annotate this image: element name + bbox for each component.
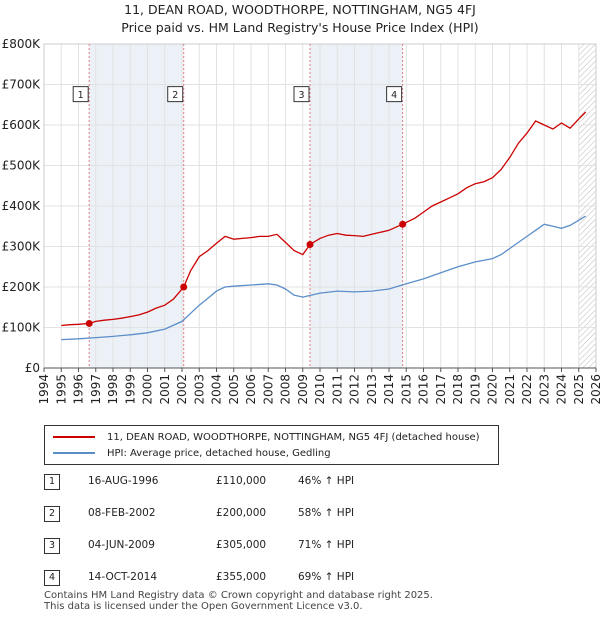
legend-swatch-hpi (53, 452, 95, 454)
row-number-badge: 1 (44, 474, 60, 490)
x-tick-label: 1999 (123, 374, 137, 405)
row-price: £110,000 (216, 475, 267, 487)
table-row: 3 04-JUN-2009 £305,000 71% ↑ HPI (44, 538, 564, 554)
sale-number-label: 1 (78, 90, 84, 101)
x-tick-label: 2014 (382, 374, 396, 405)
row-date: 16-AUG-1996 (88, 475, 159, 487)
sale-number-label: 4 (391, 90, 397, 101)
y-tick-label: £800K (2, 37, 42, 51)
row-number-badge: 2 (44, 506, 60, 522)
row-hpi-change: 46% ↑ HPI (298, 475, 355, 487)
x-tick-label: 2006 (244, 374, 258, 405)
sale-number-badge (386, 86, 403, 103)
table-row: 2 08-FEB-2002 £200,000 58% ↑ HPI (44, 506, 564, 522)
price-chart: £0 £100K £200K £300K £400K £500K £600K £700K £80… (2, 37, 600, 405)
x-tick-label: 2019 (468, 374, 482, 405)
x-tick-label: 1996 (72, 374, 86, 405)
sale-number-label: 3 (298, 90, 304, 101)
x-tick-label: 2008 (279, 374, 293, 405)
chart-title: 11, DEAN ROAD, WOODTHORPE, NOTTINGHAM, N… (124, 2, 476, 17)
x-tick-label: 2023 (537, 374, 551, 405)
y-tick-label: £500K (2, 159, 42, 173)
row-hpi-change: 58% ↑ HPI (298, 507, 355, 519)
row-date: 14-OCT-2014 (88, 571, 157, 583)
chart-subtitle: Price paid vs. HM Land Registry's House … (121, 20, 479, 35)
x-tick-label: 2000 (141, 374, 155, 405)
sale-point (85, 319, 93, 327)
y-tick-label: £0 (25, 361, 40, 375)
hpi-line (61, 215, 587, 341)
x-tick-label: 2017 (434, 374, 448, 405)
x-tick-label: 2007 (261, 374, 275, 405)
row-number-badge: 3 (44, 538, 60, 554)
x-tick-label: 2001 (158, 374, 172, 405)
y-tick-label: £200K (2, 280, 42, 294)
x-tick-label: 2010 (313, 374, 327, 405)
y-tick-label: £700K (2, 78, 42, 92)
sale-point (180, 283, 188, 291)
x-tick-label: 1997 (89, 374, 103, 405)
row-price: £200,000 (216, 507, 267, 519)
x-tick-label: 1995 (54, 374, 68, 405)
row-price: £305,000 (216, 539, 267, 551)
x-tick-label: 2025 (572, 374, 586, 405)
row-hpi-change: 71% ↑ HPI (298, 539, 355, 551)
legend-item-property: 11, DEAN ROAD, WOODTHORPE, NOTTINGHAM, N… (53, 429, 480, 445)
x-tick-label: 2020 (486, 374, 500, 405)
x-tick-label: 2002 (175, 374, 189, 405)
row-hpi-change: 69% ↑ HPI (298, 571, 355, 583)
legend: 11, DEAN ROAD, WOODTHORPE, NOTTINGHAM, N… (44, 425, 499, 465)
sale-number-badge (72, 86, 89, 103)
sale-point (306, 240, 314, 248)
row-date: 08-FEB-2002 (88, 507, 156, 519)
legend-item-hpi: HPI: Average price, detached house, Gedl… (53, 445, 331, 461)
sale-point (399, 220, 407, 228)
y-tick-label: £300K (2, 240, 42, 254)
sale-number-badge (167, 86, 184, 103)
x-tick-label: 2022 (520, 374, 534, 405)
table-row: 1 16-AUG-1996 £110,000 46% ↑ HPI (44, 474, 564, 490)
legend-swatch-property (53, 436, 95, 438)
footer: Contains HM Land Registry data © Crown c… (44, 590, 433, 612)
y-tick-label: £100K (2, 321, 42, 335)
footer-copyright: Contains HM Land Registry data © Crown c… (44, 590, 433, 601)
row-price: £355,000 (216, 571, 267, 583)
legend-label-property: 11, DEAN ROAD, WOODTHORPE, NOTTINGHAM, N… (107, 431, 480, 443)
x-tick-label: 2011 (330, 374, 344, 405)
x-tick-label: 1998 (106, 374, 120, 405)
x-tick-label: 2003 (192, 374, 206, 405)
x-tick-label: 2004 (210, 374, 224, 405)
property-price-line (61, 111, 587, 327)
y-tick-label: £600K (2, 118, 42, 132)
x-tick-label: 2015 (399, 374, 413, 405)
x-tick-label: 2013 (365, 374, 379, 405)
x-tick-label: 2026 (589, 374, 600, 405)
x-tick-label: 2009 (296, 374, 310, 405)
footer-licence: This data is licensed under the Open Gov… (44, 601, 363, 612)
x-tick-label: 2021 (503, 374, 517, 405)
x-tick-label: 2024 (555, 374, 569, 405)
table-row: 4 14-OCT-2014 £355,000 69% ↑ HPI (44, 570, 564, 586)
legend-label-hpi: HPI: Average price, detached house, Gedl… (107, 447, 331, 459)
row-number-badge: 4 (44, 570, 60, 586)
sale-number-label: 2 (172, 90, 178, 101)
sale-number-badge (293, 86, 310, 103)
x-tick-label: 2018 (451, 374, 465, 405)
x-tick-label: 2016 (417, 374, 431, 405)
x-tick-label: 1994 (37, 374, 51, 405)
x-tick-label: 2012 (348, 374, 362, 405)
x-tick-label: 2005 (227, 374, 241, 405)
y-tick-label: £400K (2, 199, 42, 213)
row-date: 04-JUN-2009 (88, 539, 155, 551)
